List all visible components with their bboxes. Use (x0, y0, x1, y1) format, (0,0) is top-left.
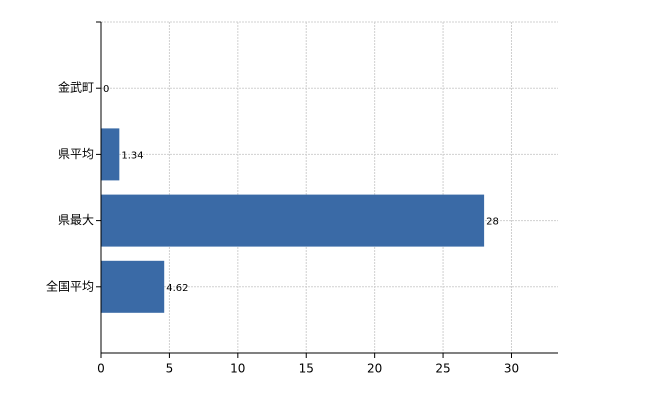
y-tick-label: 県最大 (58, 213, 94, 227)
value-label: 28 (486, 217, 499, 228)
bar (101, 128, 120, 181)
x-tick-label: 15 (299, 362, 314, 376)
y-tick-label: 全国平均 (46, 278, 94, 293)
value-label: 4.62 (166, 283, 188, 294)
bar (101, 260, 165, 313)
x-tick-label: 10 (230, 362, 245, 376)
x-tick-label: 5 (166, 362, 174, 376)
value-label: 1.34 (121, 150, 143, 161)
value-label: 0 (103, 84, 109, 95)
x-tick-label: 25 (435, 362, 450, 376)
x-tick-label: 0 (97, 362, 105, 376)
bar (101, 194, 485, 247)
y-tick-label: 金武町 (58, 80, 94, 95)
x-tick-label: 30 (504, 362, 519, 376)
x-tick-label: 20 (367, 362, 382, 376)
y-tick-label: 県平均 (58, 147, 94, 161)
